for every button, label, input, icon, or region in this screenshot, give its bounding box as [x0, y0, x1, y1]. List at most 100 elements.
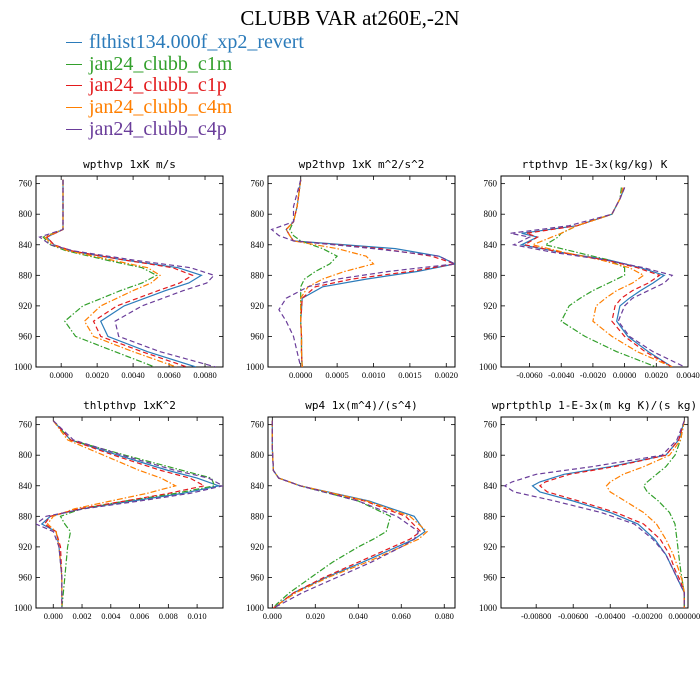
panel-title: wp4 1x(m^4)/(s^4) [305, 399, 418, 412]
series-line [271, 420, 429, 608]
x-tick-label: 0.080 [435, 611, 454, 621]
y-tick-label: 920 [19, 301, 33, 311]
figure-title: CLUBB VAR at260E,-2N [240, 6, 460, 30]
y-tick-label: 840 [251, 481, 265, 491]
plot-frame [500, 416, 689, 609]
x-tick-label: 0.0040 [676, 370, 699, 380]
series-line [42, 179, 158, 367]
legend-swatch [66, 63, 82, 65]
series-line [285, 179, 455, 367]
x-tick-label: -0.00600 [558, 611, 588, 621]
series-line [642, 420, 685, 608]
plot-frame [267, 416, 456, 609]
series-line [271, 420, 422, 608]
y-tick-label: 920 [251, 301, 265, 311]
y-tick-label: 1000 [479, 362, 498, 372]
series-line [523, 187, 673, 367]
y-tick-label: 800 [251, 209, 265, 219]
series-line [43, 179, 177, 367]
y-tick-label: 800 [484, 450, 498, 460]
x-tick-label: -0.0040 [548, 370, 574, 380]
y-tick-label: 800 [19, 209, 33, 219]
legend-swatch [66, 85, 82, 87]
x-tick-label: 0.0020 [85, 370, 108, 380]
legend-item: flthist134.000f_xp2_revert [66, 31, 304, 54]
y-tick-label: 880 [251, 511, 265, 521]
x-tick-label: 0.004 [101, 611, 121, 621]
series-line [38, 179, 216, 367]
x-tick-label: 0.010 [188, 611, 207, 621]
y-tick-label: 960 [251, 331, 265, 341]
panel-title: wprtpthlp 1-E-3x(m kg K)/(s kg) [492, 399, 697, 412]
x-tick-label: 0.060 [392, 611, 411, 621]
legend-label: jan24_clubb_c1m [89, 52, 233, 75]
x-tick-label: 0.0015 [398, 370, 421, 380]
y-tick-label: 960 [484, 572, 498, 582]
x-tick-label: 0.000000 [668, 611, 700, 621]
series-line [285, 179, 375, 367]
series-line [271, 420, 420, 608]
series-line [285, 179, 455, 367]
y-tick-label: 760 [484, 420, 498, 430]
y-tick-label: 760 [19, 420, 33, 430]
x-tick-label: 0.006 [130, 611, 149, 621]
panel-title: rtpthvp 1E-3x(kg/kg) K [522, 158, 668, 171]
y-tick-label: 1000 [14, 362, 33, 372]
y-tick-label: 840 [19, 481, 33, 491]
x-tick-label: 0.0020 [645, 370, 668, 380]
series-line [543, 187, 657, 367]
y-tick-label: 960 [484, 331, 498, 341]
x-tick-label: 0.0005 [325, 370, 348, 380]
panel-title: wp2thvp 1xK m^2/s^2 [299, 158, 425, 171]
y-tick-label: 840 [251, 240, 265, 250]
series-line [538, 420, 685, 608]
x-tick-label: 0.0010 [362, 370, 385, 380]
x-tick-label: 0.020 [306, 611, 325, 621]
y-tick-label: 920 [251, 542, 265, 552]
series-line [503, 420, 685, 608]
x-tick-label: -0.0060 [516, 370, 542, 380]
legend-item: jan24_clubb_c4p [66, 118, 304, 140]
x-tick-label: 0.0000 [289, 370, 312, 380]
x-tick-label: 0.0060 [157, 370, 180, 380]
legend-item: jan24_clubb_c4m [66, 96, 304, 119]
series-line [530, 187, 673, 367]
chart-panel: rtpthvp 1E-3x(kg/kg) K 760 800 840 880 920 960… [479, 158, 700, 380]
legend-swatch [66, 42, 82, 44]
x-tick-label: 0.0080 [193, 370, 216, 380]
y-tick-label: 800 [484, 209, 498, 219]
y-tick-label: 760 [251, 179, 265, 189]
plot-frame [35, 175, 224, 368]
legend-item: jan24_clubb_c1m [66, 52, 304, 76]
panel-title: thlpthvp 1xK^2 [83, 399, 176, 412]
y-tick-label: 920 [484, 301, 498, 311]
series-line [510, 187, 686, 367]
plot-frame [267, 175, 456, 368]
y-tick-label: 840 [19, 240, 33, 250]
y-tick-label: 1000 [479, 603, 498, 613]
x-tick-label: 0.0000 [49, 370, 72, 380]
y-tick-label: 960 [19, 331, 33, 341]
y-tick-label: 880 [19, 511, 33, 521]
legend-label: jan24_clubb_c4m [89, 96, 233, 119]
panel-title: wpthvp 1xK m/s [83, 158, 176, 171]
series-line [45, 179, 194, 367]
x-tick-label: 0.000 [263, 611, 282, 621]
y-tick-label: 1000 [14, 603, 33, 613]
y-tick-label: 1000 [246, 362, 265, 372]
y-tick-label: 760 [484, 179, 498, 189]
legend-label: flthist134.000f_xp2_revert [89, 31, 304, 54]
y-tick-label: 840 [484, 481, 498, 491]
series-line [289, 179, 339, 367]
x-tick-label: 0.008 [159, 611, 178, 621]
x-tick-label: 0.002 [72, 611, 91, 621]
y-tick-label: 880 [484, 270, 498, 280]
plot-frame [500, 175, 689, 368]
chart-panel: wpthvp 1xK m/s 760 800 840 880 920 960 1000 0.00… [14, 158, 224, 380]
y-tick-label: 960 [19, 572, 33, 582]
chart-panel: wp2thvp 1xK m^2/s^2 760 800 840 880 920 960 100… [246, 158, 458, 380]
y-tick-label: 960 [251, 572, 265, 582]
legend-swatch [66, 128, 82, 130]
series-line [52, 420, 216, 608]
x-tick-label: 0.000 [44, 611, 63, 621]
